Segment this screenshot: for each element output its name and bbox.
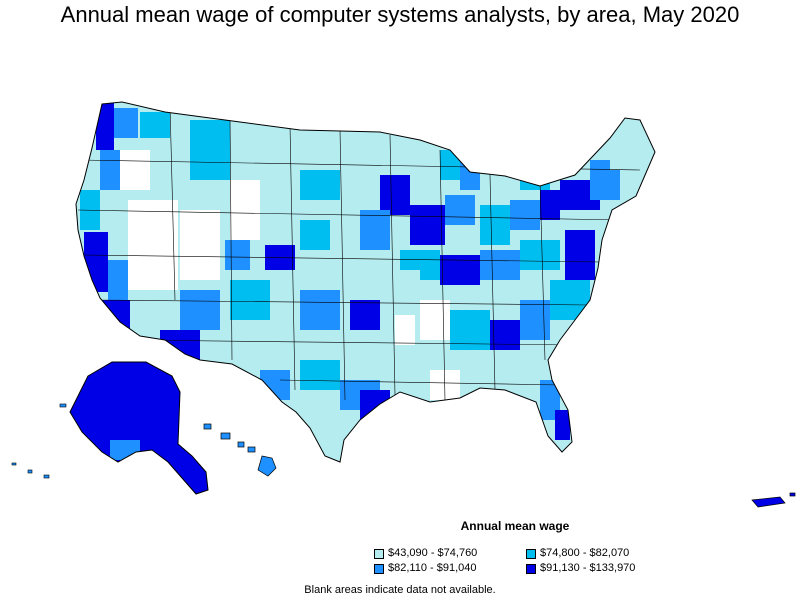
map-area: [380, 175, 410, 215]
area-border: [83, 254, 601, 263]
map-area: [120, 150, 150, 190]
map-area: [410, 205, 445, 245]
map-area: [300, 290, 340, 330]
map-area: [480, 250, 520, 280]
us-outline: [75, 101, 656, 463]
area-border: [339, 129, 346, 401]
map-area: [460, 150, 480, 190]
map-area: [330, 250, 370, 280]
map-area: [420, 300, 450, 340]
legend-item-1: $43,090 - $74,760: [374, 547, 477, 560]
legend-label: $74,800 - $82,070: [540, 547, 630, 559]
footnote: Blank areas indicate data not available.: [304, 584, 496, 596]
map-area: [270, 320, 300, 350]
legend-item-2: $74,800 - $82,070: [526, 547, 629, 560]
area-border: [77, 209, 621, 221]
alaska-outline: [69, 361, 209, 495]
legend-item-3: $82,110 - $91,040: [374, 562, 476, 575]
map-area: [300, 170, 340, 200]
map-area: [230, 280, 270, 320]
aleutian-islands: [11, 403, 67, 479]
map-area: [114, 108, 138, 138]
area-border: [489, 174, 496, 391]
alaska-area: [110, 440, 140, 460]
legend-swatch: [526, 563, 536, 574]
map-area: [565, 230, 595, 280]
map-area: [360, 390, 390, 420]
alaska-area: [150, 438, 170, 453]
map-area: [96, 102, 114, 150]
map-area: [108, 260, 128, 300]
map-area: [360, 210, 390, 250]
area-border: [229, 114, 233, 361]
map-area: [84, 232, 108, 292]
area-border: [94, 299, 591, 306]
legend-swatch: [374, 548, 384, 559]
map-area: [225, 240, 250, 270]
map-area: [300, 360, 340, 390]
area-border: [279, 379, 561, 386]
map-area: [610, 130, 630, 170]
map-area: [100, 150, 120, 190]
legend-label: $43,090 - $74,760: [388, 547, 478, 559]
map-area: [230, 180, 260, 240]
map-area: [140, 112, 170, 138]
legend-label: $91,130 - $133,970: [540, 562, 636, 574]
area-border: [169, 104, 176, 301]
alaska: [70, 362, 208, 494]
legend-swatch: [374, 563, 384, 574]
alaska-area: [70, 362, 208, 494]
map-area: [160, 330, 200, 360]
map-area: [350, 300, 380, 330]
legend-title: Annual mean wage: [460, 519, 570, 533]
map-area: [520, 300, 550, 340]
map-area: [520, 160, 550, 190]
map-area: [128, 200, 178, 290]
map-title: Annual mean wage of computer systems ana…: [60, 2, 740, 27]
map-area: [260, 200, 290, 240]
map-area: [180, 290, 220, 330]
map-area: [340, 170, 370, 200]
map-area: [440, 255, 480, 285]
map-area: [180, 210, 220, 280]
map-area: [480, 205, 510, 245]
map-area: [260, 370, 290, 400]
map-area: [190, 120, 230, 180]
area-border: [439, 149, 446, 401]
map-area: [395, 315, 415, 345]
map-area: [490, 320, 520, 350]
map-area: [550, 280, 590, 320]
area-border: [289, 124, 296, 391]
map-areas: [80, 102, 630, 440]
legend-swatch: [526, 548, 536, 559]
area-border: [389, 134, 396, 396]
map-area: [150, 140, 190, 200]
map-area: [445, 195, 475, 225]
legend-item-4: $91,130 - $133,970: [526, 562, 635, 575]
map-area: [555, 410, 570, 440]
map-area: [510, 200, 540, 230]
area-border: [539, 179, 546, 361]
puerto-rico: [751, 492, 796, 508]
map-area: [300, 220, 330, 250]
legend-label: $82,110 - $91,040: [388, 562, 477, 574]
map-area: [520, 240, 560, 270]
area-border: [129, 339, 576, 346]
map-area: [450, 310, 490, 350]
map-area: [440, 150, 460, 180]
map-area: [540, 190, 560, 220]
hawaii: [203, 423, 277, 477]
map-area: [380, 270, 420, 300]
